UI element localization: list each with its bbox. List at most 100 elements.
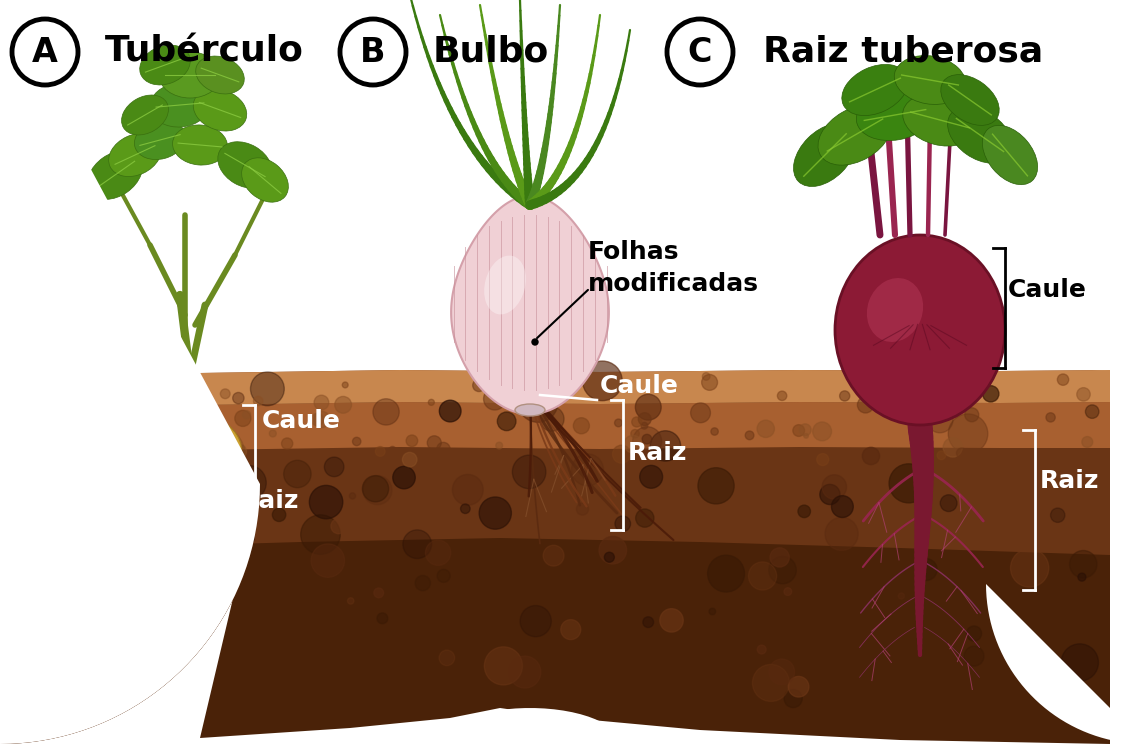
Circle shape — [758, 420, 775, 437]
Ellipse shape — [121, 95, 168, 135]
Ellipse shape — [78, 434, 124, 464]
Circle shape — [709, 608, 715, 615]
Circle shape — [162, 447, 170, 455]
Circle shape — [96, 448, 102, 454]
Circle shape — [631, 417, 642, 427]
Polygon shape — [55, 370, 1110, 410]
Circle shape — [129, 432, 135, 438]
Circle shape — [604, 552, 614, 562]
Circle shape — [1058, 374, 1069, 385]
Circle shape — [784, 690, 802, 708]
Circle shape — [615, 516, 630, 531]
Circle shape — [898, 593, 904, 599]
Circle shape — [793, 425, 804, 437]
Ellipse shape — [842, 65, 908, 115]
Ellipse shape — [894, 56, 966, 104]
Ellipse shape — [866, 278, 924, 342]
Circle shape — [1005, 635, 1034, 664]
Circle shape — [537, 381, 560, 404]
Circle shape — [1082, 437, 1093, 447]
Circle shape — [614, 419, 622, 427]
Circle shape — [157, 388, 165, 397]
Circle shape — [857, 397, 873, 413]
Circle shape — [220, 389, 230, 399]
Circle shape — [822, 475, 847, 499]
Circle shape — [235, 411, 251, 426]
Circle shape — [698, 468, 735, 504]
Ellipse shape — [218, 142, 273, 188]
Circle shape — [300, 515, 340, 554]
Circle shape — [889, 464, 928, 503]
Text: Caule: Caule — [262, 409, 340, 433]
Circle shape — [84, 661, 91, 667]
Circle shape — [635, 394, 661, 420]
Circle shape — [916, 559, 937, 580]
Circle shape — [532, 339, 537, 345]
Circle shape — [147, 638, 167, 658]
Circle shape — [943, 437, 963, 457]
Circle shape — [453, 475, 484, 505]
Circle shape — [957, 448, 967, 458]
Circle shape — [512, 455, 545, 489]
Circle shape — [123, 690, 138, 705]
Circle shape — [788, 676, 809, 697]
Circle shape — [61, 514, 95, 548]
Circle shape — [376, 446, 385, 456]
Circle shape — [509, 656, 541, 688]
Ellipse shape — [72, 427, 166, 501]
Circle shape — [966, 626, 982, 641]
Circle shape — [233, 392, 244, 404]
Circle shape — [96, 440, 103, 446]
Ellipse shape — [982, 125, 1037, 185]
Circle shape — [982, 385, 999, 402]
Circle shape — [113, 540, 120, 546]
Circle shape — [518, 382, 558, 423]
Circle shape — [437, 569, 450, 583]
Circle shape — [472, 379, 485, 391]
Circle shape — [642, 434, 652, 444]
Ellipse shape — [941, 74, 999, 126]
Circle shape — [825, 517, 858, 551]
Circle shape — [104, 501, 124, 519]
Circle shape — [132, 552, 159, 580]
Ellipse shape — [793, 124, 856, 187]
Circle shape — [86, 427, 101, 442]
Circle shape — [309, 485, 343, 519]
Circle shape — [253, 397, 262, 405]
Circle shape — [350, 493, 355, 499]
Circle shape — [282, 438, 292, 449]
Ellipse shape — [484, 255, 526, 315]
Circle shape — [777, 391, 787, 400]
Circle shape — [1046, 413, 1055, 422]
Polygon shape — [390, 708, 670, 744]
Circle shape — [95, 448, 103, 455]
Circle shape — [136, 431, 141, 436]
Circle shape — [691, 403, 711, 423]
Circle shape — [311, 544, 345, 577]
Circle shape — [643, 617, 653, 627]
Circle shape — [134, 552, 152, 571]
Circle shape — [233, 444, 246, 458]
Circle shape — [377, 613, 387, 623]
Text: Raiz: Raiz — [628, 441, 688, 465]
Ellipse shape — [139, 434, 189, 474]
Circle shape — [862, 447, 880, 465]
Circle shape — [212, 434, 234, 457]
Circle shape — [702, 373, 711, 380]
Circle shape — [758, 645, 766, 654]
Circle shape — [112, 454, 121, 463]
Ellipse shape — [172, 419, 245, 479]
Circle shape — [104, 661, 129, 685]
Circle shape — [88, 383, 97, 392]
Ellipse shape — [194, 89, 246, 131]
Circle shape — [707, 555, 745, 592]
Circle shape — [11, 19, 78, 85]
Circle shape — [374, 588, 384, 597]
Circle shape — [582, 361, 622, 401]
Circle shape — [324, 457, 344, 477]
Polygon shape — [55, 370, 1110, 430]
Text: Folhas
modificadas: Folhas modificadas — [588, 240, 759, 296]
Circle shape — [948, 414, 988, 454]
Circle shape — [241, 531, 254, 545]
Circle shape — [770, 548, 790, 567]
